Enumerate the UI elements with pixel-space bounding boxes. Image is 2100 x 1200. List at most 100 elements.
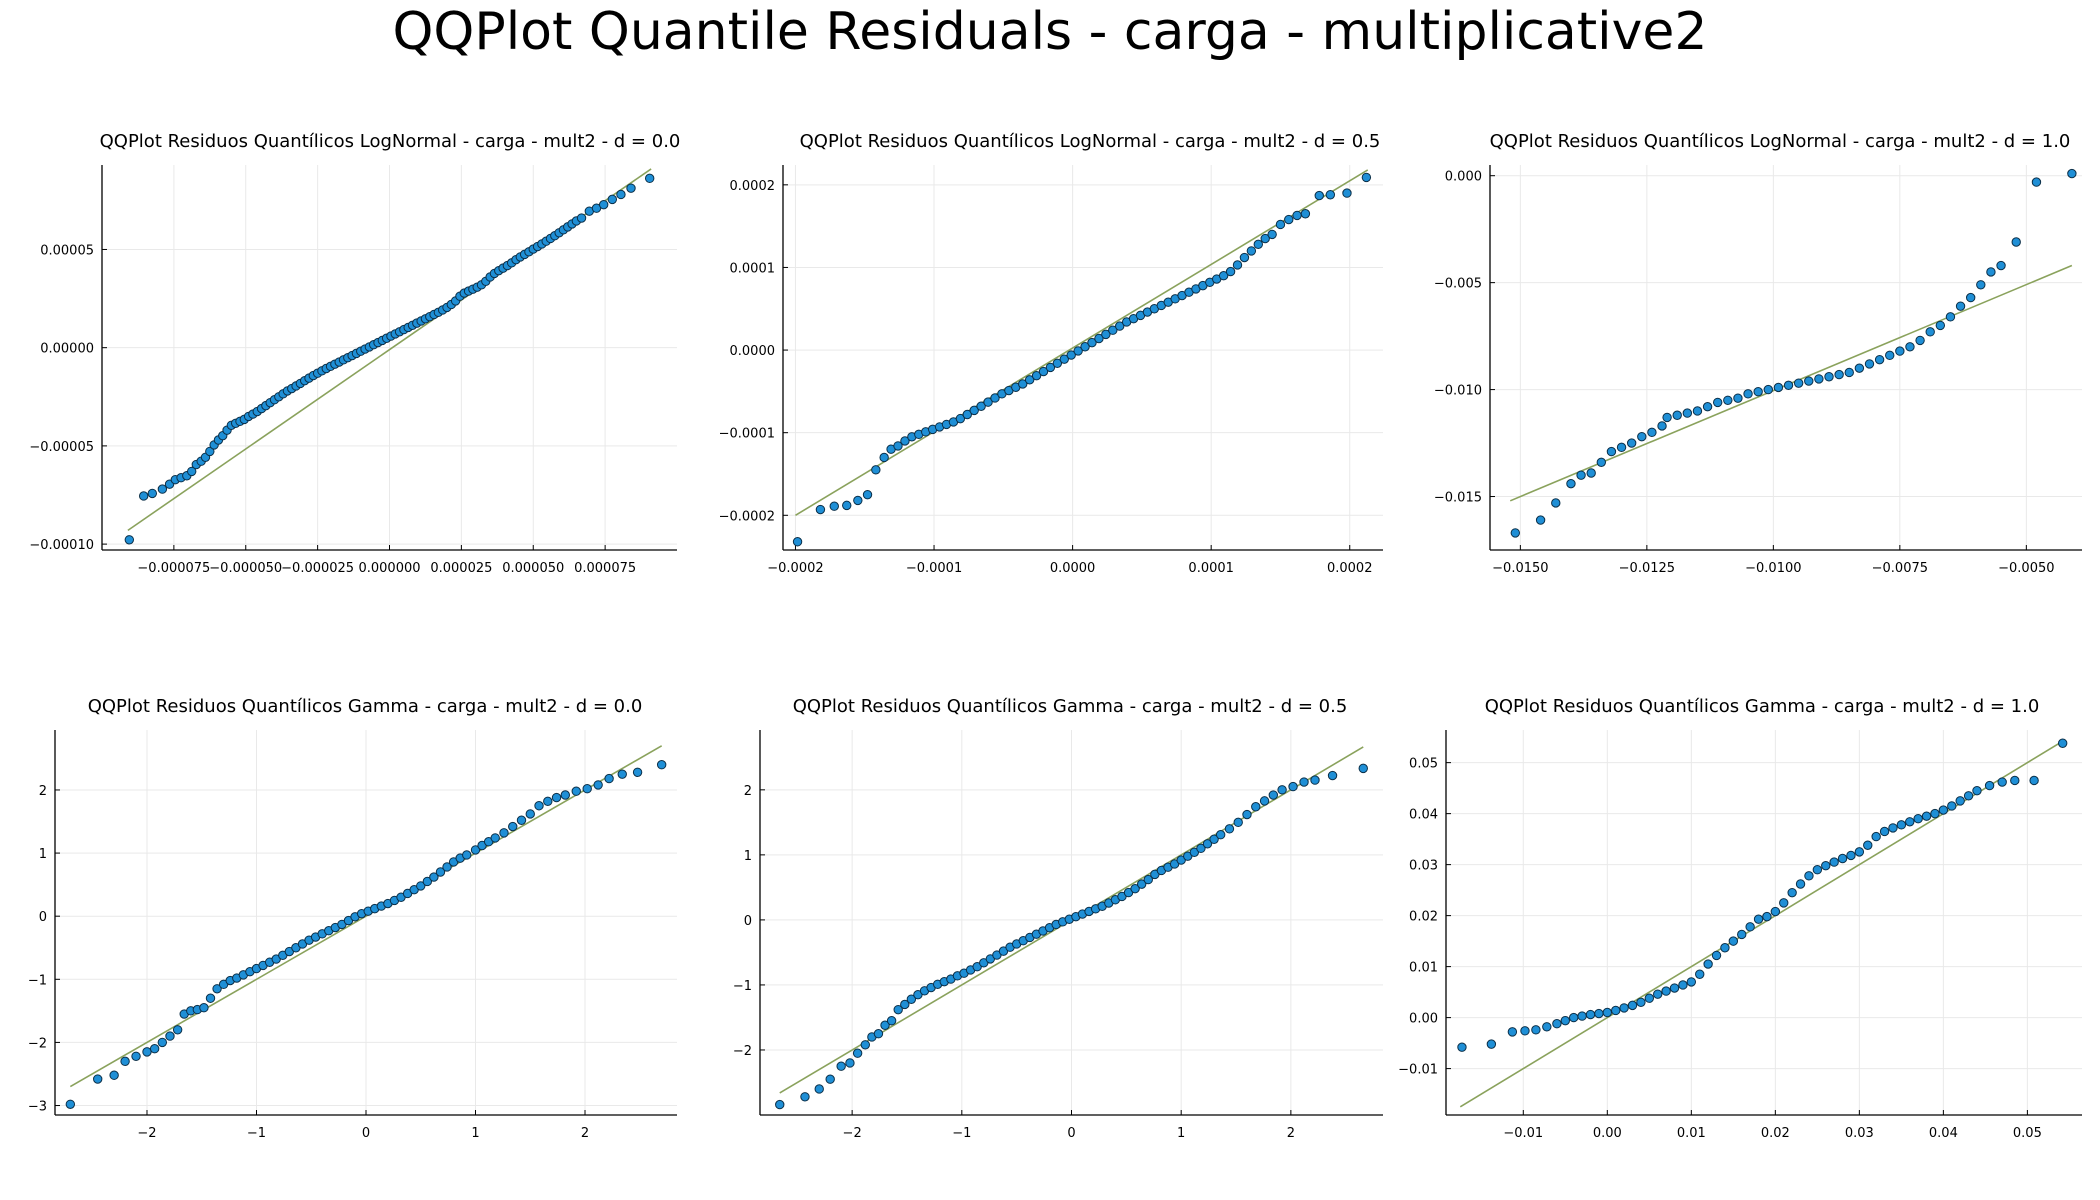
subplot-title: QQPlot Residuos Quantílicos LogNormal - … xyxy=(100,131,681,152)
x-tick-label: 0.0000 xyxy=(1050,561,1096,576)
y-tick-label: −0.00005 xyxy=(29,440,94,455)
data-point xyxy=(157,484,168,494)
data-point xyxy=(1834,369,1844,380)
y-tick-label: 0.04 xyxy=(1409,808,1438,823)
data-point xyxy=(1626,438,1637,448)
data-point xyxy=(962,409,972,420)
data-point xyxy=(1925,327,1935,337)
y-tick-label: 0.05 xyxy=(1409,757,1438,772)
x-tick-label: 0.000075 xyxy=(574,561,636,576)
data-point xyxy=(1737,929,1747,940)
data-point xyxy=(1225,266,1236,277)
data-point xyxy=(1569,1012,1579,1023)
data-point xyxy=(551,792,562,803)
data-point xyxy=(1854,363,1865,373)
data-point xyxy=(1310,775,1320,785)
data-point xyxy=(1647,427,1657,438)
data-point xyxy=(1653,989,1663,999)
data-point xyxy=(1232,260,1243,270)
data-point xyxy=(792,537,803,547)
data-point xyxy=(906,994,917,1004)
data-point xyxy=(1073,346,1083,356)
data-point xyxy=(1773,382,1784,393)
data-point xyxy=(1669,983,1680,993)
data-point xyxy=(1052,358,1063,368)
data-point xyxy=(65,1099,76,1109)
data-point xyxy=(1246,246,1257,256)
data-point xyxy=(1844,367,1854,378)
x-tick-label: −1 xyxy=(952,1126,971,1141)
x-tick-label: −2 xyxy=(137,1126,156,1141)
data-point xyxy=(582,783,592,794)
data-point xyxy=(1031,370,1042,381)
data-point xyxy=(1585,1009,1596,1020)
data-point xyxy=(205,446,215,457)
data-point xyxy=(617,769,627,779)
data-point xyxy=(1824,372,1834,382)
data-point xyxy=(1130,883,1140,894)
data-point xyxy=(1242,809,1252,820)
data-point xyxy=(1314,190,1324,201)
y-tick-label: 0 xyxy=(744,914,752,929)
data-point xyxy=(825,1074,835,1084)
x-tick-label: 2 xyxy=(1287,1126,1295,1141)
data-point xyxy=(1059,354,1069,364)
data-point xyxy=(1045,362,1056,373)
x-tick-label: −0.0075 xyxy=(1872,561,1928,576)
data-point xyxy=(1770,906,1781,917)
y-tick-label: 0 xyxy=(39,910,47,925)
data-point xyxy=(1251,802,1261,812)
data-point xyxy=(1616,442,1627,453)
data-point xyxy=(1762,911,1772,922)
y-tick-label: −0.0002 xyxy=(719,509,775,524)
data-point xyxy=(1913,814,1923,824)
data-point xyxy=(829,501,839,511)
data-point xyxy=(1551,498,1561,508)
data-point xyxy=(886,1016,897,1026)
y-tick-label: −1 xyxy=(28,973,47,988)
qq-plot-panel-4: QQPlot Residuos Quantílicos Gamma - carg… xyxy=(28,696,677,1141)
x-tick-label: 0.000050 xyxy=(502,561,564,576)
qq-plot-panel-5: QQPlot Residuos Quantílicos Gamma - carg… xyxy=(733,696,1383,1141)
y-tick-label: 0.03 xyxy=(1409,859,1438,874)
data-point xyxy=(1101,329,1111,340)
data-point xyxy=(2057,738,2068,748)
data-point xyxy=(1945,312,1956,322)
data-point xyxy=(1812,865,1823,875)
y-tick-label: −0.00010 xyxy=(29,538,94,553)
data-point xyxy=(1535,515,1546,525)
data-point xyxy=(1636,997,1646,1008)
data-point xyxy=(1793,378,1804,388)
x-tick-label: −0.000025 xyxy=(281,561,354,576)
y-tick-label: −3 xyxy=(28,1100,47,1115)
data-point xyxy=(1972,785,1982,796)
y-tick-label: 2 xyxy=(39,784,47,799)
data-point xyxy=(656,760,667,770)
data-point xyxy=(814,1084,824,1094)
data-point xyxy=(1288,781,1298,792)
y-tick-label: 0.0002 xyxy=(730,179,776,194)
data-point xyxy=(1921,811,1932,821)
x-tick-label: 0.000025 xyxy=(430,561,492,576)
data-point xyxy=(1358,763,1368,774)
data-point xyxy=(1108,325,1118,335)
data-point xyxy=(1292,210,1302,221)
data-point xyxy=(1733,393,1743,403)
data-point xyxy=(1745,922,1755,932)
data-point xyxy=(1678,980,1688,990)
data-point xyxy=(1218,271,1229,281)
data-point xyxy=(120,1056,130,1067)
data-point xyxy=(1661,986,1671,996)
reference-line xyxy=(1459,739,2066,1108)
data-point xyxy=(1507,1027,1518,1037)
data-point xyxy=(1196,843,1206,854)
data-point xyxy=(490,833,500,843)
data-point xyxy=(1094,333,1104,344)
y-tick-label: −0.0001 xyxy=(719,427,775,442)
data-point xyxy=(1711,950,1722,961)
data-point xyxy=(1619,1003,1629,1013)
data-point xyxy=(775,1099,785,1110)
data-point xyxy=(1457,1042,1467,1052)
y-tick-label: 0.000 xyxy=(1445,170,1482,185)
